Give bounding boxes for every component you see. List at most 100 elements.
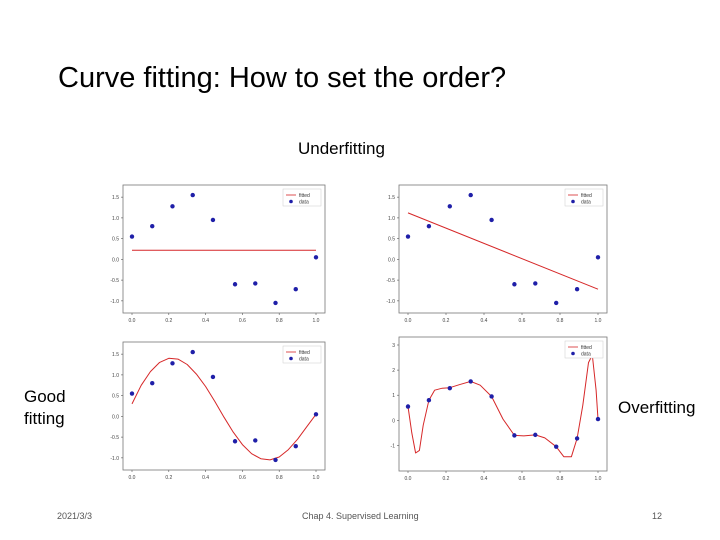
x-tick-label: 1.0 (595, 318, 602, 324)
data-point (129, 391, 135, 396)
data-point (253, 438, 258, 443)
data-point (405, 404, 411, 409)
y-tick-label: 0.0 (112, 414, 119, 420)
x-tick-label: 1.0 (313, 475, 320, 481)
legend-data-label: data (581, 200, 591, 206)
data-point (595, 416, 601, 422)
slide-title: Curve fitting: How to set the order? (58, 62, 507, 94)
legend-fitted-label: fitted (581, 345, 592, 351)
x-tick-label: 0.8 (557, 318, 564, 324)
y-tick-label: 1.0 (388, 216, 395, 222)
plot-underfit-constant: 0.0 0.2 0.4 0.6 0.8 1.0 1.5 1.0 0.5 0.0 -0.5 -1.0 fi… (110, 184, 326, 324)
x-tick-label: 0.6 (239, 318, 246, 324)
legend-data-swatch (289, 199, 293, 204)
legend-data-label: data (299, 200, 309, 206)
plot-frame (398, 336, 608, 472)
data-point (489, 217, 494, 223)
plot-frame (122, 341, 326, 471)
plot-good-fit: 0.0 0.2 0.4 0.6 0.8 1.0 1.5 1.0 0.5 0.0 -0.5 -1.0 fi… (110, 341, 326, 481)
x-tick-label: 0.0 (129, 318, 136, 324)
y-tick-label: 0.5 (112, 394, 119, 400)
footer-page-number: 12 (652, 511, 663, 521)
y-tick-label: 0.0 (112, 257, 119, 263)
data-point (405, 234, 411, 239)
data-point (210, 217, 216, 223)
y-tick-label: 1.5 (112, 352, 119, 358)
data-point (447, 385, 452, 391)
fitted-line (131, 357, 317, 461)
legend-fitted-label: fitted (299, 350, 310, 356)
data-point (426, 223, 432, 229)
x-tick-label: 0.4 (202, 475, 209, 481)
legend-data-swatch (571, 351, 575, 356)
data-point (533, 432, 538, 438)
legend-data-label: data (581, 352, 591, 358)
data-point (426, 398, 432, 403)
y-tick-label: 0 (392, 418, 395, 424)
overfitting-label: Overfitting (618, 398, 696, 417)
x-tick-label: 0.4 (481, 318, 488, 324)
underfitting-label: Underfitting (298, 139, 385, 158)
plot-underfit-linear: 0.0 0.2 0.4 0.6 0.8 1.0 1.5 1.0 0.5 0.0 -0.5 -1.0 fi… (386, 184, 608, 324)
legend-data-label: data (299, 357, 309, 363)
y-tick-label: 1.5 (388, 195, 395, 201)
data-point (512, 282, 517, 287)
y-tick-label: -1 (391, 443, 396, 449)
x-tick-label: 0.8 (276, 475, 283, 481)
y-tick-label: -1.0 (386, 299, 395, 305)
x-tick-label: 1.0 (595, 476, 602, 482)
x-tick-label: 0.0 (405, 318, 412, 324)
data-point (447, 204, 452, 209)
y-tick-label: 1 (392, 393, 395, 399)
data-point (273, 300, 278, 306)
x-tick-label: 0.2 (443, 318, 450, 324)
x-tick-label: 0.6 (519, 476, 526, 482)
good-fitting-label: Good fitting (24, 387, 66, 428)
y-tick-label: -0.5 (110, 278, 119, 284)
data-point (232, 282, 238, 287)
plot-frame (398, 184, 608, 314)
plot-frame (122, 184, 326, 314)
y-tick-label: -0.5 (386, 278, 395, 284)
y-tick-label: -0.5 (110, 435, 119, 441)
x-tick-label: 0.4 (481, 476, 488, 482)
data-point (574, 436, 580, 441)
data-point (468, 192, 473, 198)
data-point (190, 192, 195, 198)
legend-fitted-label: fitted (581, 193, 592, 199)
y-tick-label: 0.5 (112, 237, 119, 243)
x-tick-label: 0.2 (443, 476, 450, 482)
data-point (293, 444, 298, 449)
data-point (533, 281, 538, 286)
x-tick-label: 0.4 (202, 318, 209, 324)
x-tick-label: 1.0 (313, 318, 320, 324)
data-point (190, 349, 195, 355)
footer-chapter: Chap 4. Supervised Learning (302, 511, 419, 521)
data-point (150, 223, 155, 229)
data-point (595, 255, 601, 260)
y-tick-label: 1.0 (112, 216, 119, 222)
legend-data-swatch (571, 199, 575, 204)
x-tick-label: 0.8 (557, 476, 564, 482)
data-point (170, 361, 175, 366)
data-point (129, 234, 135, 239)
data-point (554, 300, 559, 306)
data-point (232, 439, 238, 444)
y-tick-label: -1.0 (110, 456, 119, 462)
legend-fitted-label: fitted (299, 193, 310, 199)
y-tick-label: -1.0 (110, 299, 119, 305)
data-point (170, 204, 175, 209)
data-point (554, 444, 559, 449)
y-tick-label: 1.0 (112, 373, 119, 379)
data-point (489, 394, 494, 399)
data-point (468, 379, 473, 384)
x-tick-label: 0.2 (165, 475, 172, 481)
y-tick-label: 1.5 (112, 195, 119, 201)
x-tick-label: 0.0 (405, 476, 412, 482)
data-point (313, 255, 319, 260)
x-tick-label: 0.2 (165, 318, 172, 324)
data-point (150, 380, 155, 386)
footer-date: 2021/3/3 (57, 511, 93, 521)
data-point (293, 287, 298, 292)
